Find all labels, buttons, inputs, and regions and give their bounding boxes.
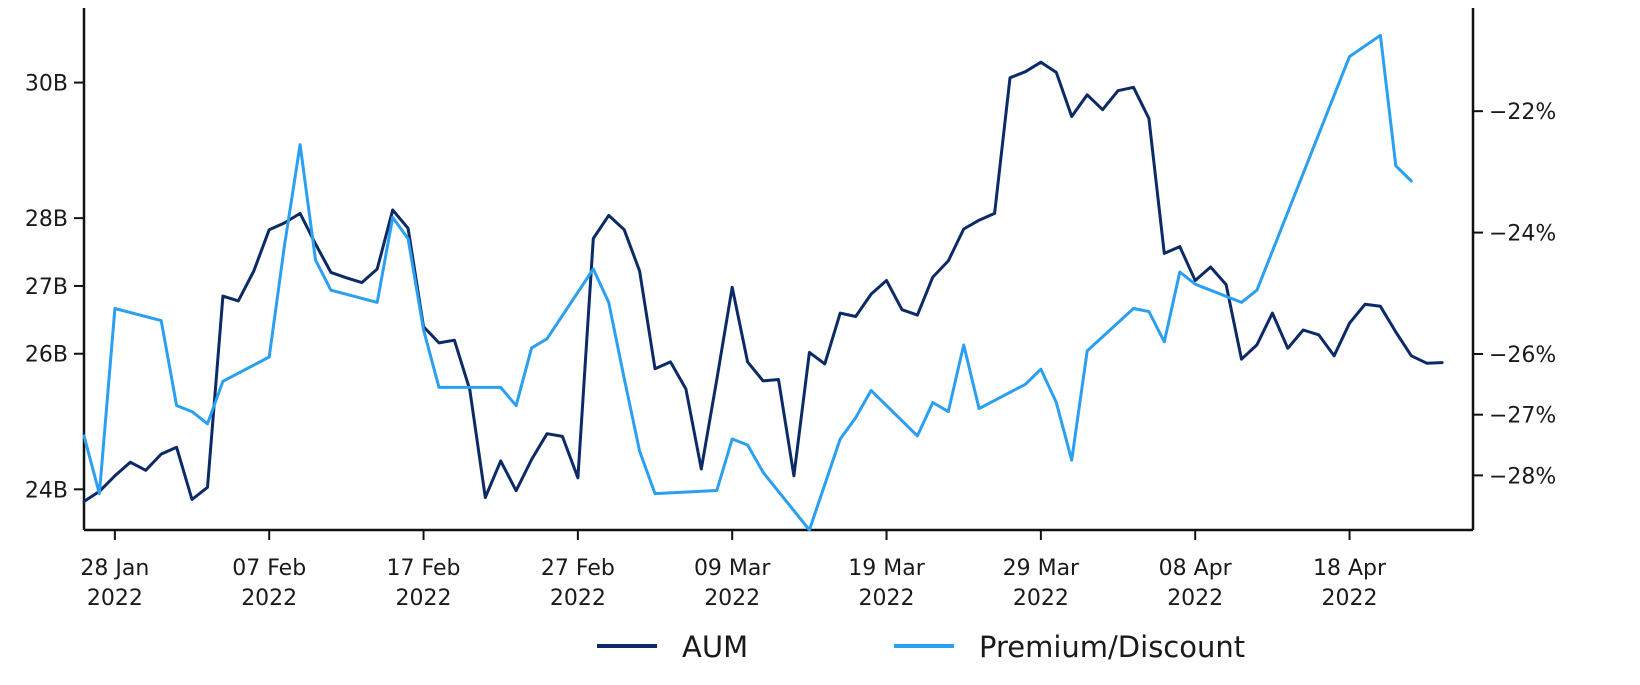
series-line-aum: [82, 60, 1444, 503]
left-y-tick-label: 27B: [25, 275, 68, 300]
x-tick-label: 07 Feb: [232, 556, 306, 581]
left-y-tick-label: 30B: [25, 72, 68, 97]
left-y-axis-ticks: 24B 26B 27B 28B 30B: [25, 72, 84, 503]
x-tick-year-label: 2022: [704, 586, 760, 611]
x-axis-ticks: 28 Jan 2022 07 Feb 2022 17 Feb 2022 27 Feb 2022…: [80, 530, 1387, 611]
x-tick-label: 28 Jan: [80, 556, 149, 581]
x-tick-label: 18 Apr: [1313, 556, 1387, 581]
x-tick-year-label: 2022: [87, 586, 143, 611]
chart-legend: AUM Premium/Discount: [597, 630, 1245, 664]
x-tick-year-label: 2022: [1167, 586, 1223, 611]
right-y-tick-label: −27%: [1489, 404, 1556, 429]
x-tick-label: 27 Feb: [541, 556, 615, 581]
legend-label-premium-discount: Premium/Discount: [979, 630, 1245, 664]
right-y-tick-label: −28%: [1489, 464, 1556, 489]
x-tick-label: 08 Apr: [1159, 556, 1233, 581]
x-tick-label: 29 Mar: [1003, 556, 1080, 581]
right-y-tick-label: −24%: [1489, 222, 1556, 247]
x-tick-year-label: 2022: [241, 586, 297, 611]
left-y-tick-label: 28B: [25, 207, 68, 232]
right-y-tick-label: −26%: [1489, 343, 1556, 368]
left-y-tick-label: 26B: [25, 343, 68, 368]
chart-lines: [82, 33, 1444, 532]
legend-label-aum: AUM: [682, 630, 748, 664]
x-tick-label: 09 Mar: [694, 556, 771, 581]
left-y-tick-label: 24B: [25, 478, 68, 503]
chart-axes: [82, 8, 1475, 532]
series-line-premium-discount: [82, 33, 1413, 532]
x-tick-label: 17 Feb: [387, 556, 461, 581]
x-tick-year-label: 2022: [396, 586, 452, 611]
x-tick-year-label: 2022: [1322, 586, 1378, 611]
x-tick-label: 19 Mar: [848, 556, 925, 581]
right-y-tick-label: −22%: [1489, 100, 1556, 125]
x-tick-year-label: 2022: [550, 586, 606, 611]
x-tick-year-label: 2022: [1013, 586, 1069, 611]
x-tick-year-label: 2022: [859, 586, 915, 611]
right-y-axis-ticks: −28% −27% −26% −24% −22%: [1473, 100, 1556, 489]
